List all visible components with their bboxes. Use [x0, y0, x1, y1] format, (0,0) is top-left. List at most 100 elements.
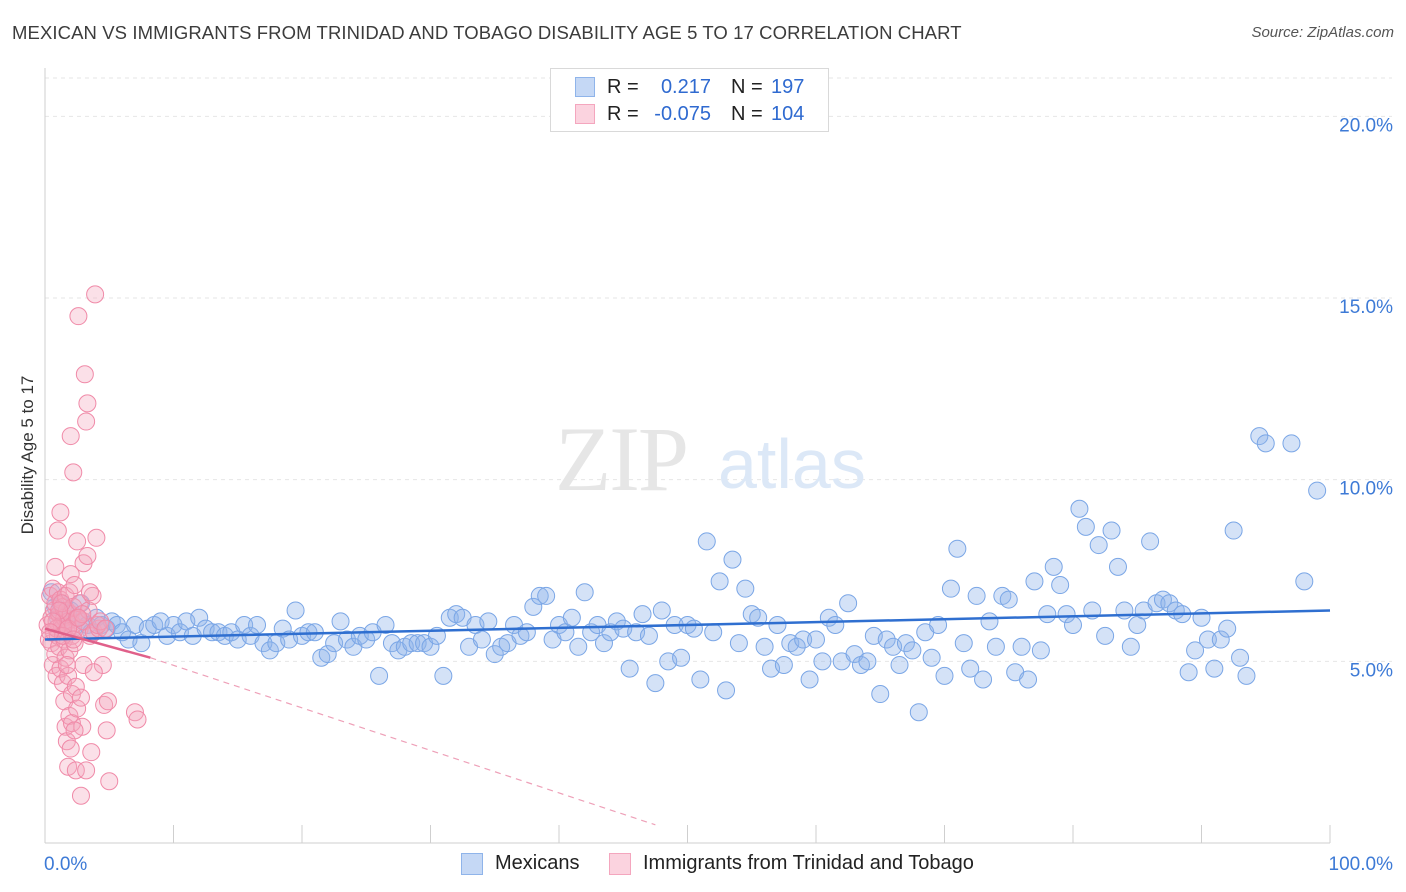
data-point-trinidad — [65, 576, 84, 595]
data-point-trinidad — [98, 692, 117, 711]
data-point-mexicans — [286, 601, 305, 620]
data-point-mexicans — [1205, 659, 1224, 678]
data-point-trinidad — [62, 714, 81, 733]
data-point-mexicans — [909, 703, 928, 722]
data-point-mexicans — [723, 550, 742, 569]
data-point-trinidad — [128, 710, 147, 729]
data-point-mexicans — [1031, 641, 1050, 660]
data-point-mexicans — [1089, 536, 1108, 555]
data-point-mexicans — [1108, 557, 1127, 576]
data-point-trinidad — [87, 528, 106, 547]
trend-line-trinidad — [44, 627, 151, 659]
trend-lines — [44, 609, 1331, 826]
data-point-trinidad — [61, 427, 80, 446]
data-point-mexicans — [260, 641, 279, 660]
data-point-mexicans — [1025, 572, 1044, 591]
data-point-trinidad — [68, 532, 87, 551]
data-point-mexicans — [1019, 670, 1038, 689]
data-point-trinidad — [51, 503, 70, 522]
data-point-mexicans — [1096, 626, 1115, 645]
data-point-mexicans — [1051, 576, 1070, 595]
data-point-mexicans — [1179, 663, 1198, 682]
data-point-trinidad — [64, 463, 83, 482]
data-point-mexicans — [697, 532, 716, 551]
data-point-mexicans — [935, 666, 954, 685]
data-point-mexicans — [1231, 648, 1250, 667]
y-tick-label: 15.0% — [1339, 297, 1393, 318]
legend-r-label: R = — [607, 75, 639, 98]
legend-n-label: N = — [731, 102, 763, 125]
x-tick-label: 100.0% — [1329, 854, 1394, 875]
data-point-trinidad — [75, 365, 94, 384]
data-point-mexicans — [575, 583, 594, 602]
data-point-trinidad — [78, 394, 97, 413]
data-point-trinidad — [80, 583, 99, 602]
data-point-mexicans — [974, 670, 993, 689]
data-point-mexicans — [434, 666, 453, 685]
data-point-mexicans — [755, 637, 774, 656]
data-point-trinidad — [57, 655, 76, 674]
legend-item-trinidad: Immigrants from Trinidad and Tobago — [609, 852, 974, 875]
data-point-mexicans — [980, 612, 999, 631]
data-point-mexicans — [672, 648, 691, 667]
data-point-trinidad — [77, 412, 96, 431]
watermark-atlas: atlas — [718, 425, 866, 503]
data-point-mexicans — [1102, 521, 1121, 540]
data-point-mexicans — [896, 634, 915, 653]
data-point-mexicans — [524, 597, 543, 616]
data-point-mexicans — [787, 637, 806, 656]
data-point-trinidad — [84, 663, 103, 682]
data-point-mexicans — [421, 637, 440, 656]
data-point-trinidad — [68, 699, 87, 718]
data-point-mexicans — [1192, 608, 1211, 627]
legend-swatch-trinidad — [609, 852, 631, 875]
legend-item-mexicans: Mexicans — [461, 852, 579, 875]
data-point-mexicans — [248, 616, 267, 634]
data-point-mexicans — [922, 648, 941, 667]
data-point-trinidad — [77, 761, 96, 780]
data-point-mexicans — [704, 623, 723, 642]
correlation-legend: R = 0.217 N = 197 R = -0.075 N = 104 — [550, 68, 829, 132]
legend-r-value: 0.217 — [660, 75, 711, 98]
data-point-mexicans — [594, 634, 613, 653]
data-point-trinidad — [69, 307, 88, 326]
legend-r-value: -0.075 — [654, 102, 711, 125]
series-legend: Mexicans Immigrants from Trinidad and To… — [0, 852, 1406, 876]
data-point-mexicans — [986, 637, 1005, 656]
data-point-mexicans — [530, 586, 549, 605]
data-point-trinidad — [60, 706, 79, 725]
data-point-mexicans — [633, 605, 652, 624]
data-point-mexicans — [794, 630, 813, 649]
trend-line-trinidad-extension — [150, 657, 656, 826]
data-point-trinidad — [66, 761, 85, 780]
legend-label-mexicans: Mexicans — [495, 852, 580, 874]
data-point-mexicans — [729, 634, 748, 653]
data-point-mexicans — [948, 539, 967, 558]
data-point-trinidad — [52, 594, 71, 613]
data-point-mexicans — [858, 652, 877, 671]
data-point-mexicans — [1121, 637, 1140, 656]
data-point-trinidad — [61, 739, 80, 758]
data-point-trinidad — [96, 619, 115, 638]
legend-row-trinidad: R = -0.075 N = 104 — [575, 102, 804, 126]
data-point-mexicans — [485, 645, 504, 664]
legend-n-value: 197 — [771, 75, 805, 98]
source-label: Source: ZipAtlas.com — [1251, 24, 1394, 41]
data-point-mexicans — [774, 655, 793, 674]
data-point-mexicans — [807, 630, 825, 649]
data-point-mexicans — [800, 670, 819, 689]
data-point-trinidad — [46, 557, 65, 576]
legend-swatch-pink — [575, 104, 595, 124]
data-point-trinidad — [93, 655, 112, 674]
data-point-mexicans — [813, 652, 832, 671]
data-point-mexicans — [890, 655, 909, 674]
y-tick-label: 10.0% — [1339, 479, 1393, 500]
data-point-mexicans — [1141, 532, 1160, 551]
data-point-mexicans — [839, 594, 858, 613]
data-point-mexicans — [1218, 619, 1237, 638]
data-point-trinidad — [125, 703, 144, 722]
data-point-mexicans — [1160, 594, 1179, 613]
data-point-mexicans — [1282, 434, 1301, 453]
data-point-mexicans — [717, 681, 736, 700]
